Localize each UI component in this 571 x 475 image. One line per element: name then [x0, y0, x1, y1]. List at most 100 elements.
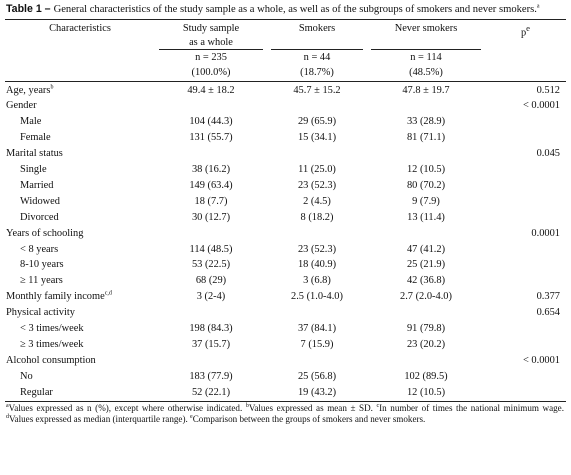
row-label: Gender — [5, 98, 155, 114]
cell-smokers: 45.7 ± 15.2 — [293, 84, 341, 96]
cell-study-sample: 114 (48.5) — [189, 243, 233, 255]
cell-never-smokers: 2.7 (2.0-4.0) — [400, 291, 452, 303]
cell-p-value — [485, 194, 566, 210]
cell-never-smokers — [367, 353, 485, 369]
cell-smokers: 19 (43.2) — [267, 384, 367, 402]
row-label: Male — [5, 114, 155, 130]
header-p: pe — [485, 18, 566, 49]
cell-never-smokers: 47.8 ± 19.7 — [402, 84, 450, 96]
header-n-smokers: n = 44 — [271, 48, 363, 65]
row-label: Single — [5, 162, 155, 178]
row-label: Physical activity — [5, 305, 155, 321]
table-row: Years of schooling 0.0001 — [5, 226, 566, 242]
row-label-text: Gender — [6, 100, 37, 112]
row-label-text: Married — [20, 179, 54, 191]
cell-smokers: 11 (25.0) — [298, 164, 336, 176]
footnote-c: In number of times the national minimum … — [379, 402, 564, 413]
cell-never-smokers: 80 (70.2) — [406, 179, 446, 191]
table-row: < 8 years 114 (48.5) 23 (52.3) 47 (41.2) — [5, 242, 566, 258]
header-pct-total: (100.0%) — [155, 64, 267, 82]
row-label: < 8 years — [5, 242, 155, 258]
cell-smokers: 37 (84.1) — [297, 323, 337, 335]
row-label: Widowed — [5, 194, 155, 210]
cell-p-value — [485, 242, 566, 258]
cell-p-value: 0.0001 — [531, 227, 560, 239]
cell-study-sample: 52 (22.1) — [155, 384, 267, 402]
table-row: Divorced 30 (12.7) 8 (18.2) 13 (11.4) — [5, 210, 566, 226]
cell-p-value — [485, 130, 566, 146]
cell-smokers — [267, 353, 367, 369]
row-label: Female — [5, 130, 155, 146]
cell-never-smokers: 42 (36.8) — [406, 275, 446, 287]
cell-study-sample: 53 (22.5) — [191, 259, 231, 271]
cell-never-smokers — [367, 146, 485, 162]
cell-study-sample: 104 (44.3) — [189, 116, 233, 128]
caption-footnote-marker: a — [536, 3, 540, 10]
cell-smokers: 23 (52.3) — [297, 243, 337, 255]
table-row: Monthly family incomec,d 3 (2-4) 2.5 (1.0-… — [5, 289, 566, 305]
header-blank-pct — [5, 64, 155, 82]
row-label-text: 8-10 years — [20, 259, 64, 271]
cell-smokers — [267, 305, 367, 321]
row-label-text: Female — [20, 132, 51, 144]
header-smokers: Smokers — [267, 18, 367, 49]
table-footnote: aValues expressed as n (%), except where… — [6, 403, 564, 426]
row-label: No — [5, 369, 155, 385]
row-label-text: No — [20, 370, 33, 382]
row-label-text: Age, years — [6, 84, 51, 96]
row-label-text: Divorced — [20, 211, 59, 223]
cell-smokers: 7 (15.9) — [300, 339, 334, 350]
cell-smokers: 8 (18.2) — [300, 211, 334, 223]
cell-smokers: 18 (40.9) — [297, 259, 337, 271]
table-number: Table 1 – — [6, 3, 51, 15]
cell-smokers — [267, 146, 367, 162]
cell-p-value — [485, 273, 566, 289]
cell-study-sample — [155, 98, 267, 114]
cell-never-smokers: 47 (41.2) — [406, 243, 446, 255]
footnote-marker-e: e — [190, 414, 193, 421]
cell-never-smokers: 12 (10.5) — [367, 384, 485, 402]
row-label: ≥ 3 times/week — [5, 337, 155, 353]
cell-never-smokers: 13 (11.4) — [407, 211, 445, 223]
cell-p-value — [485, 178, 566, 194]
cell-smokers: 2 (4.5) — [303, 195, 331, 207]
cell-study-sample: 37 (15.7) — [191, 339, 231, 350]
cell-p-value — [485, 114, 566, 130]
row-label: Married — [5, 178, 155, 194]
cell-study-sample: 30 (12.7) — [191, 211, 231, 223]
header-n-never: n = 114 — [371, 48, 481, 65]
row-label: ≥ 11 years — [5, 273, 155, 289]
table-row: Marital status 0.045 — [5, 146, 566, 162]
row-label-text: Monthly family income — [6, 291, 105, 303]
row-label-text: < 3 times/week — [20, 323, 84, 335]
header-blank-pct-p — [485, 64, 566, 82]
cell-p-value — [485, 257, 566, 273]
row-label: Age, yearsb — [5, 81, 155, 98]
cell-p-value — [485, 321, 566, 337]
cell-study-sample — [155, 146, 267, 162]
cell-p-value: < 0.0001 — [522, 100, 560, 112]
cell-never-smokers: 9 (7.9) — [412, 195, 440, 207]
row-label-text: Physical activity — [6, 307, 75, 319]
cell-study-sample: 18 (7.7) — [194, 195, 228, 207]
header-study-sample-line2: as a whole — [189, 36, 233, 48]
cell-smokers: 29 (65.9) — [297, 116, 337, 128]
table-header: Characteristics Study sample Smokers Nev… — [5, 18, 566, 82]
header-pct-smokers: (18.7%) — [267, 64, 367, 82]
cell-never-smokers: 23 (20.2) — [406, 339, 446, 350]
footnote-b: Values expressed as mean ± SD. — [248, 402, 377, 413]
footnote-marker-c: c — [376, 402, 380, 409]
cell-p-value — [485, 384, 566, 402]
cell-p-value — [485, 210, 566, 226]
table-row: Physical activity 0.654 — [5, 305, 566, 321]
cell-never-smokers — [367, 305, 485, 321]
row-label-text: Regular — [20, 386, 53, 398]
table-row: Married 149 (63.4) 23 (52.3) 80 (70.2) — [5, 178, 566, 194]
footnote-marker-a: a — [6, 402, 9, 409]
header-characteristics: Characteristics — [5, 18, 155, 49]
row-label-text: Years of schooling — [6, 227, 84, 239]
row-label-text: < 8 years — [20, 243, 59, 255]
cell-study-sample: 131 (55.7) — [189, 132, 233, 144]
footnote-marker-d: d — [6, 414, 9, 421]
cell-study-sample: 49.4 ± 18.2 — [187, 84, 235, 96]
